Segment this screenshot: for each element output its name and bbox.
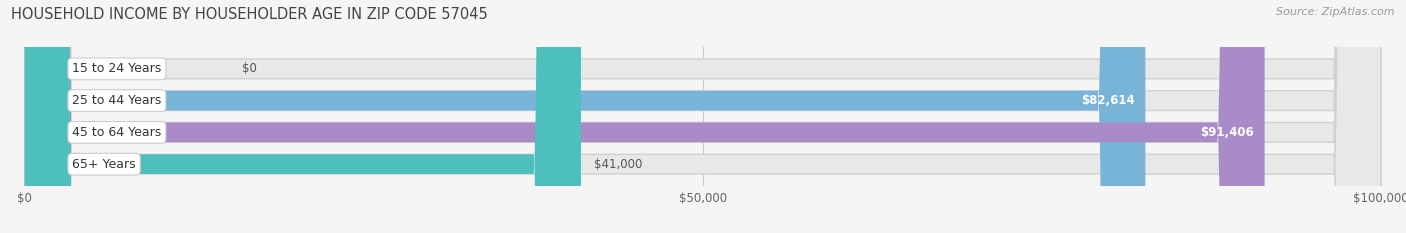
Text: 45 to 64 Years: 45 to 64 Years bbox=[72, 126, 162, 139]
FancyBboxPatch shape bbox=[25, 0, 1264, 233]
Text: $0: $0 bbox=[242, 62, 257, 75]
FancyBboxPatch shape bbox=[25, 0, 1381, 233]
Text: $82,614: $82,614 bbox=[1081, 94, 1135, 107]
Text: Source: ZipAtlas.com: Source: ZipAtlas.com bbox=[1277, 7, 1395, 17]
FancyBboxPatch shape bbox=[25, 0, 1381, 233]
Text: HOUSEHOLD INCOME BY HOUSEHOLDER AGE IN ZIP CODE 57045: HOUSEHOLD INCOME BY HOUSEHOLDER AGE IN Z… bbox=[11, 7, 488, 22]
Text: 15 to 24 Years: 15 to 24 Years bbox=[72, 62, 162, 75]
FancyBboxPatch shape bbox=[25, 0, 1146, 233]
FancyBboxPatch shape bbox=[25, 0, 1381, 233]
FancyBboxPatch shape bbox=[25, 0, 1381, 233]
Text: $41,000: $41,000 bbox=[595, 158, 643, 171]
FancyBboxPatch shape bbox=[25, 0, 581, 233]
Text: $91,406: $91,406 bbox=[1199, 126, 1254, 139]
Text: 65+ Years: 65+ Years bbox=[72, 158, 136, 171]
Text: 25 to 44 Years: 25 to 44 Years bbox=[72, 94, 162, 107]
